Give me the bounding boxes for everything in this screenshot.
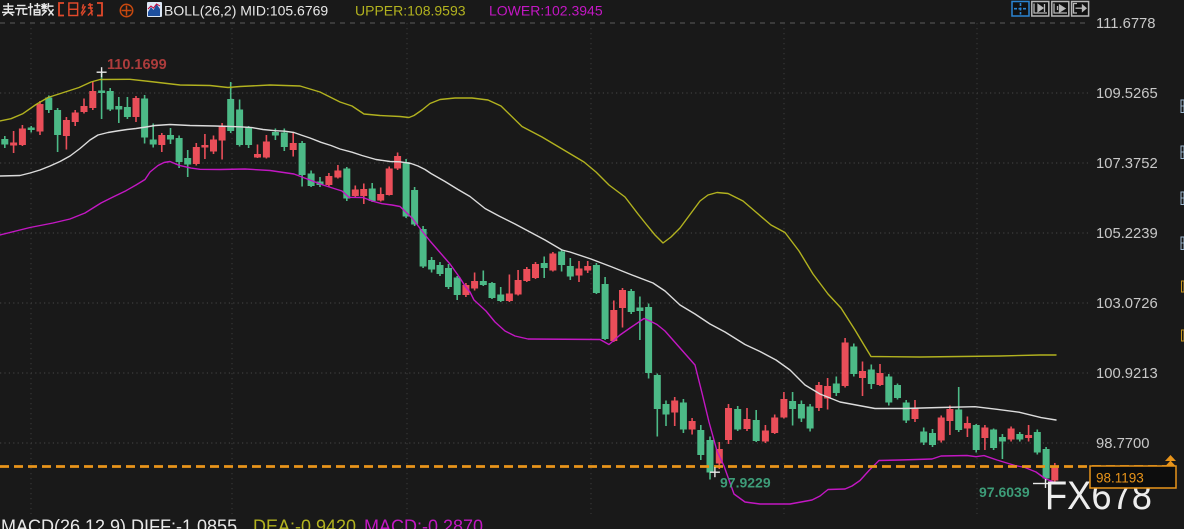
svg-text:LOWER:102.3945: LOWER:102.3945: [489, 3, 603, 19]
svg-text:110.1699: 110.1699: [107, 57, 167, 73]
svg-text:109.5265: 109.5265: [1096, 86, 1158, 102]
svg-text:BOLL(26,2) MID:105.6769: BOLL(26,2) MID:105.6769: [164, 3, 328, 19]
svg-text:DEA:-0.9420: DEA:-0.9420: [253, 517, 356, 529]
svg-text:MACD(26,12,9) DIFF:-1.0855: MACD(26,12,9) DIFF:-1.0855: [1, 517, 237, 529]
svg-text:97.6039: 97.6039: [979, 484, 1030, 500]
svg-text:100.9213: 100.9213: [1096, 366, 1158, 382]
svg-text:98.1193: 98.1193: [1096, 471, 1144, 486]
svg-text:98.7700: 98.7700: [1096, 436, 1150, 452]
svg-text:105.2239: 105.2239: [1096, 226, 1158, 242]
svg-text:103.0726: 103.0726: [1096, 296, 1158, 312]
svg-text:97.9229: 97.9229: [720, 475, 771, 491]
svg-text:107.3752: 107.3752: [1096, 156, 1158, 172]
svg-text:UPPER:108.9593: UPPER:108.9593: [355, 3, 466, 19]
svg-text:111.6778: 111.6778: [1096, 16, 1156, 32]
svg-text:MACD:-0.2870: MACD:-0.2870: [364, 517, 483, 529]
